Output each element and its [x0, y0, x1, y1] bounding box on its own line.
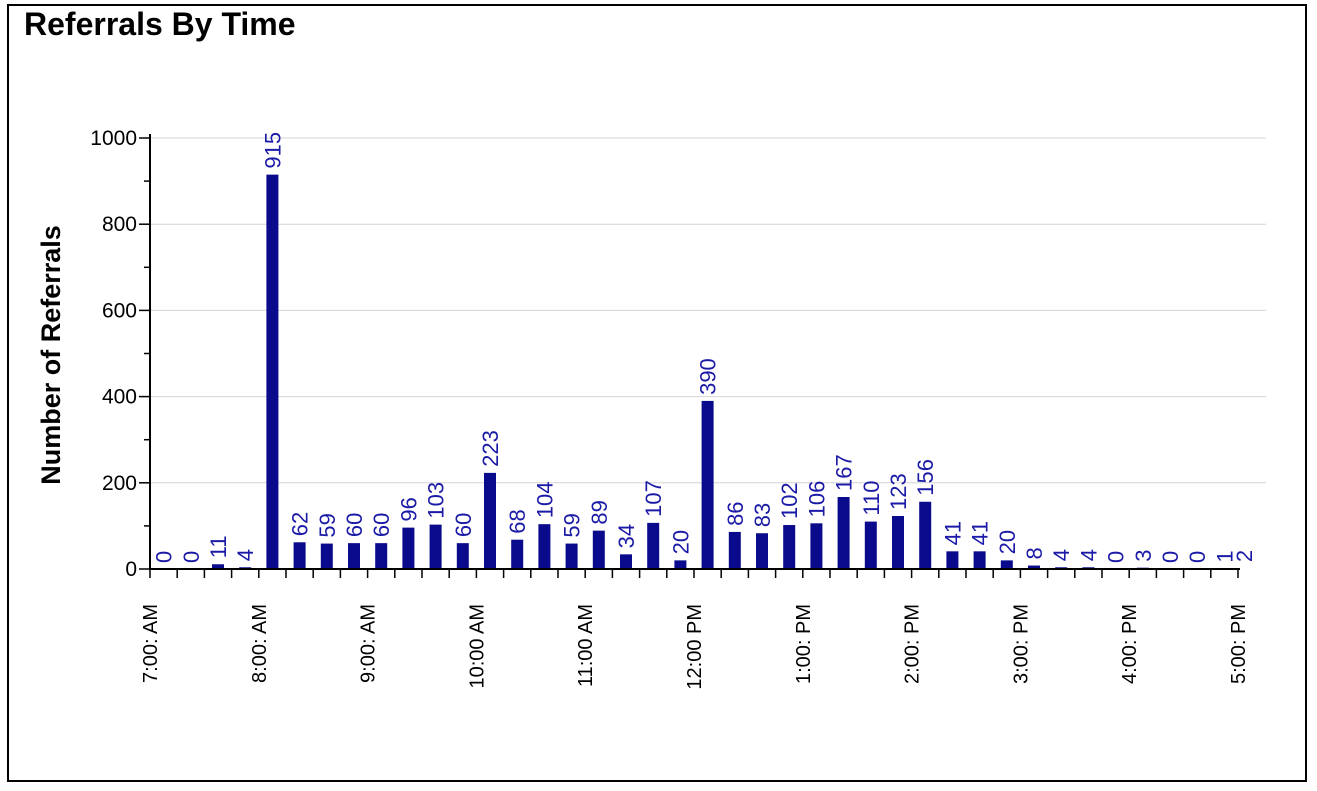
data-label: 4: [233, 549, 258, 561]
bar: [456, 543, 469, 569]
x-tick-label: 10:00 AM: [466, 604, 488, 689]
bar: [864, 521, 877, 569]
data-label: 34: [614, 524, 639, 548]
y-tick-label: 0: [125, 558, 137, 581]
x-tick-label: 7:00: AM: [140, 604, 162, 683]
data-label: 68: [505, 509, 530, 533]
bar: [620, 554, 632, 569]
data-label: 0: [152, 551, 177, 563]
bar: [946, 551, 959, 569]
bar: [538, 524, 551, 569]
gridlines: [150, 137, 1266, 484]
bar: [810, 523, 823, 569]
data-label: 0: [1185, 551, 1210, 563]
bar: [212, 564, 224, 569]
bar: [511, 539, 524, 569]
data-label: 41: [940, 521, 965, 545]
bar: [837, 497, 850, 569]
bar: [266, 174, 279, 569]
bar: [429, 524, 442, 569]
x-tick-label: 3:00: PM: [1010, 604, 1032, 684]
data-label: 103: [424, 482, 449, 519]
bar: [674, 560, 687, 569]
data-label: 59: [560, 513, 585, 537]
data-label: 110: [859, 481, 884, 516]
y-tick-label: 1000: [90, 127, 137, 150]
x-tick-label: 1:00: PM: [793, 604, 815, 684]
data-label: 3: [1131, 549, 1156, 561]
bar: [1000, 560, 1013, 569]
data-label: 96: [396, 497, 421, 521]
data-label: 915: [260, 132, 285, 169]
data-label: 89: [587, 500, 612, 524]
bar: [756, 533, 768, 569]
data-label: 0: [1104, 551, 1129, 563]
data-label: 83: [750, 503, 775, 527]
data-label: 390: [696, 358, 721, 395]
bar: [592, 530, 605, 569]
x-tick-label: 8:00: AM: [249, 604, 271, 683]
y-axis-label: Number of Referrals: [36, 225, 66, 485]
bar: [320, 543, 333, 569]
bar: [973, 551, 986, 569]
x-tick-label: 2:00: PM: [902, 604, 924, 684]
x-tick-label: 4:00: PM: [1119, 604, 1141, 684]
data-label: 4: [1076, 549, 1101, 561]
bars: [212, 174, 1231, 569]
data-label: 123: [886, 473, 911, 510]
data-label: 20: [995, 530, 1020, 554]
x-tick-label: 11:00 AM: [575, 604, 597, 687]
y-tick-label: 400: [102, 386, 137, 409]
data-label: 104: [532, 481, 557, 518]
bar: [293, 542, 306, 569]
y-tick-label: 200: [102, 472, 137, 495]
data-label: 167: [832, 454, 857, 491]
y-tick-label: 600: [102, 299, 137, 322]
y-tick-label: 800: [102, 213, 137, 236]
data-label: 102: [777, 482, 802, 519]
data-label: 4: [1049, 549, 1074, 561]
x-tick-label: 12:00 PM: [684, 604, 706, 690]
data-label: 41: [968, 521, 993, 545]
data-label: 107: [641, 480, 666, 517]
data-label: 0: [1158, 551, 1183, 563]
bar: [728, 531, 741, 569]
data-label: 20: [668, 530, 693, 554]
data-label: 223: [478, 430, 503, 467]
bar: [565, 543, 578, 569]
chart-frame: [7, 4, 1307, 782]
data-label: 86: [723, 501, 748, 525]
bar: [919, 501, 932, 569]
bar: [348, 543, 360, 569]
data-label: 156: [913, 459, 938, 496]
x-tick-label: 5:00: PM: [1228, 604, 1250, 684]
bar: [647, 522, 660, 569]
x-tick-label: 9:00: AM: [358, 604, 380, 683]
chart-title: Referrals By Time: [24, 6, 296, 42]
bar: [1028, 565, 1040, 569]
data-label: 62: [288, 512, 313, 536]
data-label: 11: [206, 535, 231, 558]
bar: [701, 400, 714, 569]
data-label: 106: [804, 481, 829, 518]
bar: [375, 543, 388, 569]
bar: [892, 515, 904, 569]
bar: [484, 472, 496, 569]
data-label: 60: [451, 513, 476, 537]
data-label: 8: [1022, 547, 1047, 559]
data-label: 60: [342, 513, 367, 537]
data-label: 59: [315, 513, 340, 537]
data-label: 0: [179, 551, 204, 563]
data-label: 60: [369, 513, 394, 537]
bar: [783, 525, 796, 569]
bar: [402, 527, 415, 569]
data-label: 2: [1232, 550, 1257, 562]
data-label: 1: [1212, 550, 1237, 562]
